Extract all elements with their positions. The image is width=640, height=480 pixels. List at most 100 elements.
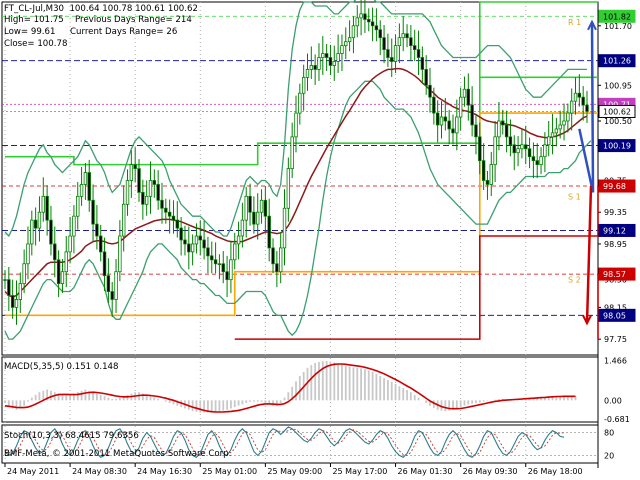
candle-body [22,263,26,285]
bollinger-upper-line [4,0,587,238]
candle-body [7,279,11,296]
candle-body [324,53,329,58]
macd-tick-label: 0.00 [604,396,622,405]
candle-body [328,57,333,66]
candle-body [336,53,340,62]
price-tag-box [598,104,636,118]
candle-body [198,235,202,241]
candle-body [141,191,145,205]
candle-body [462,88,467,98]
level-label: S 1 [568,192,581,201]
candle-body [244,195,248,221]
candle-body [95,223,99,237]
time-tick-label: 24 May 16:30 [137,467,192,476]
candle-body [566,112,570,122]
candle-body [535,160,539,166]
candle-body [524,144,528,150]
time-tick-label: 26 May 01:30 [398,467,453,476]
time-tick-label: 25 May 17:00 [332,467,387,476]
time-tick-label: 25 May 01:00 [202,467,257,476]
candle-body [248,195,252,213]
candle-body [390,57,394,62]
candle-body [137,168,141,193]
candle-body [458,96,463,118]
candle-body [405,33,409,39]
candle-body [321,53,325,58]
macd-tick-label: 1.466 [604,357,627,366]
candle-body [504,124,509,138]
candle-body [290,136,294,169]
price-tick-label: 98.15 [604,303,627,312]
candle-body [485,180,490,185]
price-tag-box [598,223,636,237]
forecast-arrow-down [585,185,593,324]
candle-body [409,37,413,47]
price-tag-label: 99.68 [603,182,626,191]
candle-body [144,195,149,205]
price-tag-label: 98.05 [603,311,626,320]
current-days-range: Current Days Range= 26 [70,27,178,37]
stoch-title: Stoch(10,3,3) 68.4615 79.6356 [4,431,139,441]
candle-body [451,128,455,134]
candle-body [527,148,532,158]
price-tag-label: 100.71 [603,100,631,109]
candle-body [508,136,513,146]
candle-body [481,160,486,181]
candle-body [412,45,417,50]
candle-body [256,211,260,225]
candle-body [298,92,302,114]
candle-body [10,295,15,308]
candle-body [569,100,574,114]
resistance-step-line [5,1,598,166]
support-step-line [234,186,599,340]
candle-body [87,172,91,201]
candle-body [416,49,421,58]
time-tick-label: 24 May 08:30 [72,467,127,476]
macd-signal-line [4,363,576,413]
candle-body [206,247,210,257]
candle-body [30,219,34,245]
candle-body [3,279,7,281]
candle-body [447,120,451,130]
candle-body [121,203,126,237]
candle-body [118,235,122,273]
candle-body [41,195,45,213]
candle-body [386,49,390,58]
candle-body [428,84,432,98]
macd-tick-label: -0.681 [604,415,630,424]
candle-body [397,37,402,47]
candle-body [167,211,172,217]
candle-body [79,184,84,197]
candle-body [33,219,38,229]
candle-body [64,251,68,273]
level-label: S 2 [568,276,581,285]
candle-body [294,112,298,138]
candle-body [114,271,118,300]
candle-body [378,29,382,39]
price-tag-label: 99.12 [603,226,626,235]
price-tick-label: 98.95 [604,240,627,249]
time-tick-label: 26 May 09:30 [463,467,518,476]
candle-body [156,184,160,201]
candle-body [363,13,367,20]
candle-body [340,45,344,54]
candle-body [252,211,256,225]
candle-body [435,112,440,126]
candle-body [133,164,137,169]
candle-body [313,65,317,70]
candle-body [501,120,505,126]
candle-body [171,215,176,221]
candle-body [493,136,497,166]
candle-body [179,227,183,241]
candle-body [83,172,88,185]
candle-body [474,124,478,138]
candle-body [18,283,23,300]
candle-body [91,199,95,225]
candle-body [225,271,229,281]
forecast-arrowhead-down [582,314,592,326]
candle-body [543,144,547,158]
candle-body [520,144,524,150]
candle-body [26,243,30,265]
